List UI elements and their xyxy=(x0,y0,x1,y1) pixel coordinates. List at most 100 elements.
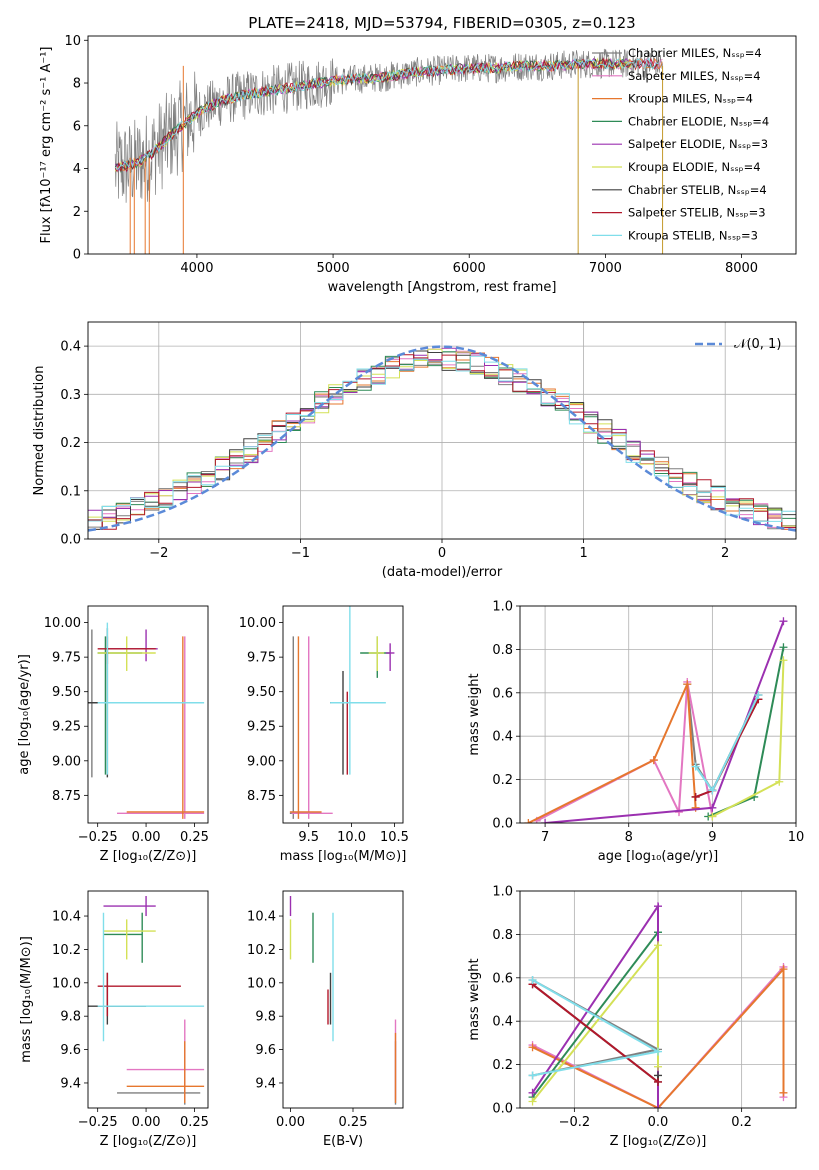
y-tick-label: 0.2 xyxy=(492,1058,513,1073)
axes-frame xyxy=(87,605,209,824)
data-marker xyxy=(528,1071,537,1080)
x-tick-label: −0.2 xyxy=(559,1115,591,1130)
plot-area-mass-vs-ebv xyxy=(289,896,397,1105)
x-tick-label: 0 xyxy=(438,546,446,561)
data-marker xyxy=(649,756,658,765)
x-tick-label: −0.25 xyxy=(78,1115,118,1130)
legend-label: Kroupa STELIB, Nₛₛₚ=3 xyxy=(628,228,758,242)
x-axis-label: wavelength [Angstrom, rest frame] xyxy=(328,280,557,295)
legend-label: Salpeter ELODIE, Nₛₛₚ=3 xyxy=(628,137,768,151)
y-tick-label: 9.8 xyxy=(60,1010,81,1025)
y-tick-label: 9.75 xyxy=(52,651,81,666)
x-tick-label: 9 xyxy=(708,830,716,845)
y-axis-label: age [log₁₀(age/yr)] xyxy=(17,654,32,775)
axes-frame xyxy=(282,605,404,824)
legend-label: 𝒩(0, 1) xyxy=(734,337,781,352)
x-tick-label: 0.0 xyxy=(648,1115,669,1130)
y-tick-label: 0.0 xyxy=(492,817,513,832)
y-tick-label: 10.2 xyxy=(247,943,276,958)
y-tick-label: 0.6 xyxy=(492,686,513,701)
y-tick-label: 6 xyxy=(73,119,81,134)
data-marker xyxy=(528,1043,537,1052)
plot-area-mass-weight-vs-age xyxy=(524,617,788,823)
x-tick-label: 0.2 xyxy=(731,1115,752,1130)
plot-area-residual-histogram xyxy=(88,345,796,532)
x-tick-label: 6000 xyxy=(453,261,486,276)
y-axis-label: Normed distribution xyxy=(32,366,47,496)
y-tick-label: 10 xyxy=(64,34,81,49)
mass-weight-line xyxy=(527,683,697,823)
data-marker xyxy=(754,690,763,699)
mass-weight-line xyxy=(531,983,659,1083)
axes-residual-histogram: −2 −1 0 1 2 0.0 0.1 0.2 0.3 0.4 (data-model)/error… xyxy=(32,321,797,580)
mass-weight-line xyxy=(532,966,785,1108)
y-axis-label: mass weight xyxy=(467,958,482,1040)
axes-mass-vs-Z: −0.25 0.00 0.25 9.4 9.6 9.8 10.0 10.2 10.4 Z [log… xyxy=(19,890,209,1149)
plot-area-spectrum xyxy=(114,48,664,254)
y-tick-label: 9.25 xyxy=(247,720,276,735)
y-tick-label: 9.50 xyxy=(52,685,81,700)
x-tick-label: 2 xyxy=(721,546,729,561)
data-marker xyxy=(779,1088,788,1097)
y-axis-label: mass weight xyxy=(467,673,482,755)
y-tick-label: 0.0 xyxy=(492,1102,513,1117)
model-line xyxy=(114,57,659,171)
x-tick-label: 4000 xyxy=(180,261,213,276)
axes-frame xyxy=(87,321,797,540)
legend-label: Chabrier ELODIE, Nₛₛₚ=4 xyxy=(628,114,769,128)
y-tick-label: 9.4 xyxy=(255,1076,276,1091)
y-tick-label: 0.4 xyxy=(492,1015,513,1030)
y-axis-label: mass [log₁₀(M/M⊙)] xyxy=(19,936,34,1063)
y-tick-label: 9.6 xyxy=(255,1043,276,1058)
x-tick-label: 0.25 xyxy=(180,1115,209,1130)
y-tick-label: 9.00 xyxy=(52,754,81,769)
y-tick-label: 9.00 xyxy=(247,754,276,769)
x-tick-label: 0.00 xyxy=(132,1115,161,1130)
y-tick-label: 9.6 xyxy=(60,1043,81,1058)
y-tick-label: 2 xyxy=(73,205,81,220)
y-tick-label: 10.4 xyxy=(52,910,81,925)
x-tick-label: 0.25 xyxy=(180,830,209,845)
x-tick-label: 0.00 xyxy=(276,1115,305,1130)
axes-frame xyxy=(87,35,797,255)
data-marker xyxy=(691,792,700,801)
y-tick-label: 10.00 xyxy=(44,616,81,631)
x-tick-label: 1 xyxy=(579,546,587,561)
legend-label: Kroupa MILES, Nₛₛₚ=4 xyxy=(628,92,753,106)
legend-label: Salpeter STELIB, Nₛₛₚ=3 xyxy=(628,206,766,220)
y-tick-label: 9.75 xyxy=(247,651,276,666)
legend-label: Chabrier STELIB, Nₛₛₚ=4 xyxy=(628,183,767,197)
axes-spectrum: 4000 5000 6000 7000 8000 0 2 4 6 8 10 wavelength [A… xyxy=(39,34,797,295)
data-marker xyxy=(779,643,788,652)
y-tick-label: 10.00 xyxy=(239,616,276,631)
legend-label: Chabrier MILES, Nₛₛₚ=4 xyxy=(628,46,762,60)
x-tick-label: 10 xyxy=(788,830,805,845)
data-marker xyxy=(691,803,700,812)
data-marker xyxy=(524,819,533,823)
data-marker xyxy=(654,1077,662,1086)
legend-label: Kroupa ELODIE, Nₛₛₚ=4 xyxy=(628,160,761,174)
plot-area-age-vs-mass xyxy=(289,606,395,819)
spectrum-legend: Chabrier MILES, Nₛₛₚ=4 Salpeter MILES, Nₛ… xyxy=(592,46,769,242)
x-tick-label: 8000 xyxy=(725,261,758,276)
x-tick-label: −2 xyxy=(149,546,168,561)
x-axis-label: Z [log₁₀(Z/Z⊙)] xyxy=(100,849,197,864)
data-marker xyxy=(779,617,788,626)
plot-area-mass-weight-vs-Z xyxy=(528,902,788,1108)
x-axis-label: (data-model)/error xyxy=(382,565,503,580)
x-axis-label: mass [log₁₀(M/M⊙)] xyxy=(280,849,407,864)
x-axis-label: Z [log₁₀(Z/Z⊙)] xyxy=(610,1134,707,1149)
histogram-step-line xyxy=(88,355,796,522)
y-tick-label: 10.4 xyxy=(247,910,276,925)
y-tick-label: 0.1 xyxy=(60,484,81,499)
data-marker xyxy=(683,680,692,689)
axes-age-vs-mass: 9.5 10.0 10.5 8.75 9.00 9.25 9.50 9.75 10.00 mass… xyxy=(239,605,409,864)
legend-label: Salpeter MILES, Nₛₛₚ=4 xyxy=(628,69,761,83)
x-tick-label: 9.5 xyxy=(298,830,319,845)
axes-frame xyxy=(282,890,404,1109)
y-tick-label: 0.4 xyxy=(492,730,513,745)
y-tick-label: 10.0 xyxy=(247,976,276,991)
y-axis-label: Flux [fλ10⁻¹⁷ erg cm⁻² s⁻¹ A⁻¹] xyxy=(39,47,54,244)
x-tick-label: 10.5 xyxy=(380,830,409,845)
